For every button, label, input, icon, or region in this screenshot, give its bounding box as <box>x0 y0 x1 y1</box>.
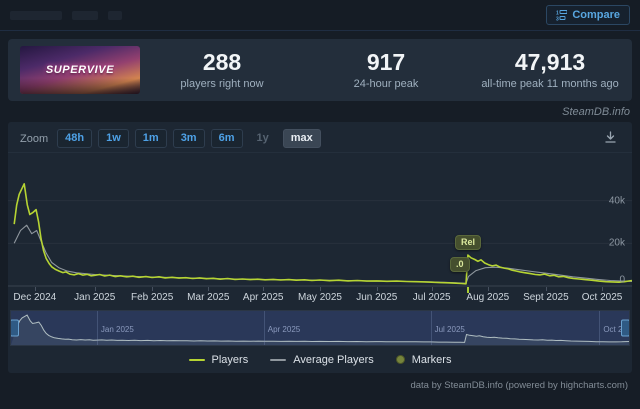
x-axis-tick <box>545 287 547 291</box>
navigator-right-handle[interactable] <box>621 319 629 337</box>
range-button-3m[interactable]: 3m <box>172 128 205 149</box>
x-axis-label-aug-2025: Aug 2025 <box>466 292 510 303</box>
x-axis-label-oct-2025: Oct 2025 <box>581 292 623 303</box>
alltime-peak-label: all-time peak 11 months ago <box>481 77 619 90</box>
topbar-nav-item-placeholder <box>10 10 62 20</box>
x-axis-label-jun-2025: Jun 2025 <box>356 292 398 303</box>
peak24-value: 917 <box>366 49 406 76</box>
navigator-mini-chart <box>11 314 629 345</box>
x-axis-tick <box>208 287 210 291</box>
x-axis-tick <box>376 287 378 291</box>
legend-item-markers[interactable]: Markers <box>395 353 452 366</box>
legend-item-players[interactable]: Players <box>188 353 249 366</box>
x-axis: Dec 2024 Jan 2025 Feb 2025 Mar 2025 Apr 2025… <box>8 287 632 307</box>
navigator-label-jul-2025: Jul 2025 <box>434 324 465 334</box>
x-axis-tick <box>320 287 321 291</box>
alltime-peak-value: 47,913 <box>514 49 586 76</box>
navigator-selected-range[interactable] <box>11 311 629 345</box>
navigator-gridline <box>430 311 432 345</box>
x-axis-label-feb-2025: Feb 2025 <box>131 292 174 303</box>
peak24-label: 24-hour peak <box>353 77 419 90</box>
navigator-series-line <box>16 314 629 343</box>
legend-label: Players <box>211 353 249 366</box>
range-button-1w[interactable]: 1w <box>98 128 129 149</box>
game-logo-text: SUPERVIVE <box>45 64 115 76</box>
legend-swatch-line <box>188 358 205 361</box>
x-axis-tick <box>431 287 433 291</box>
x-axis-label-jan-2025: Jan 2025 <box>74 292 116 303</box>
download-chart-button[interactable] <box>601 128 620 150</box>
navigator-left-handle[interactable] <box>11 319 19 337</box>
player-stats-card: SUPERVIVE 288 players right now 917 24-h… <box>8 39 632 101</box>
navigator-area-fill <box>11 315 629 345</box>
series-line-players <box>13 182 632 285</box>
steamdb-watermark: SteamDB.info <box>562 106 630 118</box>
navigator-gridline <box>96 311 98 345</box>
chart-legend: Players Average Players Markers <box>8 346 632 373</box>
zoom-label: Zoom <box>20 132 49 145</box>
svg-text:3: 3 <box>556 16 559 21</box>
topbar: 1 3 Compare <box>0 0 640 31</box>
range-button-max[interactable]: max <box>282 128 321 149</box>
download-icon <box>605 130 616 143</box>
y-axis-label-0: 0 <box>619 274 625 286</box>
chart-navigator[interactable]: Jan 2025 Apr 2025 Jul 2025 Oct 2025 <box>10 310 630 346</box>
main-chart-svg <box>8 182 632 287</box>
y-axis-label-40k: 40k <box>608 195 625 207</box>
x-axis-label-jul-2025: Jul 2025 <box>412 292 451 303</box>
legend-item-average-players[interactable]: Average Players <box>270 354 374 366</box>
x-axis-tick <box>94 287 96 291</box>
x-axis-label-may-2025: May 2025 <box>298 292 342 303</box>
x-axis-tick <box>487 287 489 291</box>
legend-label: Average Players <box>293 353 374 366</box>
x-axis-label-mar-2025: Mar 2025 <box>187 292 230 303</box>
topbar-nav-item-placeholder <box>72 10 98 20</box>
zoom-range-buttons: 48h 1w 1m 3m 6m 1y max <box>57 128 321 149</box>
navigator-label-jan-2025: Jan 2025 <box>100 324 134 334</box>
navigator-label-oct-2025: Oct 2025 <box>603 324 629 334</box>
game-capsule-image[interactable]: SUPERVIVE <box>20 46 140 94</box>
navigator-gridline <box>599 311 601 345</box>
stat-24-hour-peak: 917 24-hour peak <box>304 50 468 89</box>
stat-players-right-now: 288 players right now <box>140 50 304 89</box>
x-axis-label-sept-2025: Sept 2025 <box>523 292 569 303</box>
x-axis-label-dec-2024: Dec 2024 <box>13 292 57 303</box>
range-button-1y: 1y <box>249 129 277 148</box>
range-button-48h[interactable]: 48h <box>57 128 93 149</box>
legend-swatch-line <box>270 358 287 361</box>
main-chart-plot-area[interactable]: 0 20k 40k Rel .0 <box>8 157 632 287</box>
x-axis-label-apr-2025: Apr 2025 <box>242 292 284 303</box>
x-axis-tick <box>602 287 604 291</box>
legend-swatch-circle <box>395 355 405 364</box>
current-players-label: players right now <box>180 77 264 90</box>
topbar-nav-placeholder <box>10 10 122 20</box>
x-axis-tick <box>34 287 36 291</box>
navigator-gridline <box>263 311 265 345</box>
range-button-6m[interactable]: 6m <box>210 128 243 149</box>
compare-button[interactable]: 1 3 Compare <box>546 5 630 25</box>
marker-axis-tick <box>467 287 470 293</box>
y-axis-label-20k: 20k <box>608 237 625 249</box>
marker-flag-0[interactable]: .0 <box>450 257 470 272</box>
legend-label: Markers <box>411 353 452 366</box>
marker-flag-Rel[interactable]: Rel <box>455 235 482 250</box>
chart-toolbar: Zoom 48h 1w 1m 3m 6m 1y max <box>8 125 632 153</box>
player-chart-card: Zoom 48h 1w 1m 3m 6m 1y max 0 20k 40k Rel .0 Dec … <box>8 122 632 373</box>
x-axis-tick <box>152 287 154 291</box>
chart-credit: data by SteamDB.info (powered by highcha… <box>410 380 628 391</box>
topbar-nav-item-placeholder <box>108 10 122 20</box>
svg-text:1: 1 <box>556 10 559 16</box>
current-players-value: 288 <box>202 49 242 76</box>
stat-all-time-peak: 47,913 all-time peak 11 months ago <box>468 50 632 89</box>
navigator-label-apr-2025: Apr 2025 <box>267 324 301 334</box>
range-button-1m[interactable]: 1m <box>134 128 167 149</box>
compare-button-label: Compare <box>572 9 620 21</box>
compare-icon: 1 3 <box>556 9 568 21</box>
x-axis-tick <box>263 287 265 291</box>
